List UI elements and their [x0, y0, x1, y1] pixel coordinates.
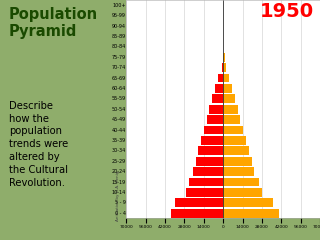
Bar	[222, 53, 223, 62]
Text: Describe
how the
population
trends were
altered by
the Cultural
Revolution.: Describe how the population trends were …	[9, 101, 68, 188]
Bar	[223, 157, 252, 166]
Bar	[223, 198, 273, 207]
Bar	[212, 94, 223, 103]
Bar	[223, 74, 229, 82]
Bar	[223, 146, 249, 155]
Bar	[207, 115, 223, 124]
Bar	[171, 209, 223, 218]
Text: 1950: 1950	[260, 2, 314, 21]
Bar	[196, 157, 223, 166]
Bar	[193, 167, 223, 176]
Bar	[223, 136, 246, 145]
Bar	[215, 84, 223, 93]
Bar	[204, 126, 223, 134]
Bar	[198, 146, 223, 155]
Bar	[201, 136, 223, 145]
Bar	[218, 74, 223, 82]
Bar	[223, 167, 254, 176]
Bar	[223, 178, 259, 186]
Bar	[188, 178, 223, 186]
Bar	[223, 84, 232, 93]
Text: Animation by G.A. Henig: Animation by G.A. Henig	[116, 170, 120, 221]
Bar	[222, 63, 223, 72]
Text: Population
Pyramid: Population Pyramid	[9, 7, 98, 39]
Bar	[223, 115, 241, 124]
Bar	[186, 188, 223, 197]
Bar	[223, 63, 226, 72]
Bar	[223, 94, 235, 103]
Bar	[223, 53, 225, 62]
Bar	[223, 105, 238, 114]
Bar	[223, 188, 262, 197]
Bar	[223, 126, 243, 134]
Bar	[223, 209, 278, 218]
Bar	[209, 105, 223, 114]
Bar	[175, 198, 223, 207]
